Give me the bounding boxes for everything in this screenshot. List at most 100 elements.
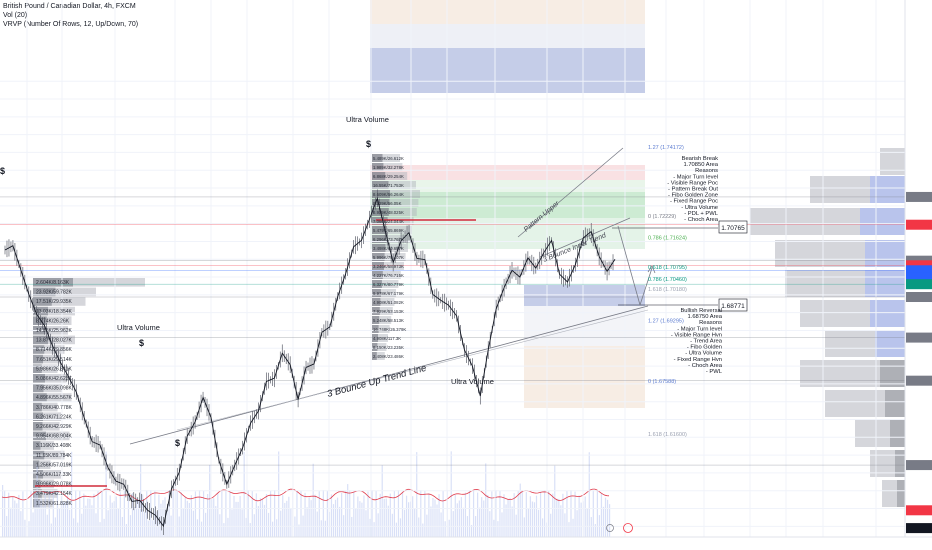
volume-bar <box>103 518 105 537</box>
time-axis-bg[interactable] <box>0 537 932 550</box>
volume-bar <box>574 491 576 537</box>
volume-bar <box>334 499 337 537</box>
volume-profile-bar <box>33 422 60 431</box>
visible-range-bar <box>775 240 865 267</box>
volume-profile-text: 4.506K/117.33K <box>36 472 72 478</box>
bearish-reason-line: - Visible Range Poc <box>667 180 718 186</box>
volume-profile-bar-up <box>33 393 47 402</box>
bearish-reason-line: Bearish Break <box>682 156 719 162</box>
volume-bar <box>324 520 326 537</box>
price-level-tag[interactable] <box>906 505 932 516</box>
volume-bar <box>58 508 61 537</box>
volume-bar <box>71 451 73 537</box>
volume-bar <box>509 497 511 537</box>
volume-bar <box>12 497 14 537</box>
price-callout-box[interactable] <box>718 220 748 234</box>
volume-profile-mid-bar <box>372 352 385 360</box>
volume-profile-bar <box>33 470 61 479</box>
volume-bar <box>312 463 314 537</box>
bullish-reason-line: - Visible Range Hvn <box>671 332 722 338</box>
price-level-tag[interactable] <box>906 191 932 202</box>
dividend-icon[interactable] <box>606 524 614 532</box>
volume-bar <box>30 490 32 537</box>
volume-bar <box>282 495 284 537</box>
volume-bar <box>511 506 513 537</box>
volume-bar <box>233 495 235 537</box>
volume-bar <box>135 497 138 537</box>
price-level-tag[interactable] <box>906 460 932 471</box>
volume-profile-text: 8.774K/26.26K <box>36 318 70 324</box>
price-level-tag[interactable] <box>906 523 932 534</box>
volume-bar <box>310 500 312 537</box>
volume-bar <box>127 490 130 537</box>
volume-profile-mid-text: 4.227K/76.715K <box>373 273 404 278</box>
trend-line-up[interactable] <box>129 305 649 445</box>
volume-bar <box>278 451 280 537</box>
volume-bar <box>602 506 605 537</box>
volume-bar <box>369 518 371 537</box>
volume-profile-mid-text: 3.246K/58.973K <box>373 264 404 269</box>
price-level-tag[interactable] <box>906 219 932 230</box>
vol-indicator-label[interactable]: Vol (20) <box>3 12 28 19</box>
volume-bar <box>263 504 266 537</box>
volume-bar <box>50 523 52 537</box>
price-series-line[interactable] <box>4 196 616 528</box>
volume-bar <box>422 523 424 537</box>
price-level-tag[interactable] <box>906 292 932 303</box>
price-level-tag[interactable] <box>906 272 932 283</box>
volume-bar <box>558 498 560 537</box>
dollar-marker: $ <box>175 438 180 448</box>
volume-profile-mid-bar <box>372 325 390 333</box>
volume-bar <box>186 500 188 537</box>
vrvp-indicator-label[interactable]: VRVP (Number Of Rows, 12, Up/Down, 70) <box>3 21 139 28</box>
volume-profile-text: 1.256K/57.019K <box>36 462 73 468</box>
volume-bar <box>40 497 42 537</box>
fib-label: 0 (1.67588) <box>648 379 676 385</box>
bullish-reason-line: Bullish Reversal <box>680 308 722 314</box>
volume-bar <box>259 498 262 537</box>
volume-bar <box>229 491 231 537</box>
volume-profile-mid-bar-up <box>372 343 378 351</box>
volume-profile-mid-bar-up <box>372 217 388 225</box>
volume-bar <box>349 490 351 537</box>
volume-profile-bar <box>33 306 75 316</box>
volume-profile-text: 7.651K/29.514K <box>36 357 73 363</box>
price-level-tag[interactable] <box>906 332 932 343</box>
bullish-reason-line: - Fibo Golden <box>687 345 722 351</box>
volume-bar <box>523 517 525 537</box>
volume-bar <box>209 464 211 537</box>
volume-bar <box>576 510 578 537</box>
volume-bar <box>14 500 16 537</box>
volume-bar <box>458 500 460 537</box>
dollar-marker: $ <box>139 338 144 348</box>
volume-profile-bar <box>33 335 75 345</box>
volume-bar <box>556 498 558 537</box>
event-icon[interactable] <box>623 523 633 533</box>
volume-bar <box>10 507 12 537</box>
volume-profile-mid-bar-up <box>372 253 385 261</box>
pattern-upper-line[interactable] <box>517 147 624 238</box>
volume-bar <box>594 524 596 537</box>
volume-bar <box>513 493 515 537</box>
price-level-tag[interactable] <box>906 265 932 276</box>
price-level-tag[interactable] <box>906 375 932 386</box>
volume-profile-text: 3.116K/33.408K <box>36 443 72 449</box>
volume-profile-mid-text: 9.978K/67.179K <box>373 291 404 296</box>
volume-bar <box>32 512 34 537</box>
volume-bar <box>117 508 119 537</box>
volume-profile-text: 7.956K/35.098K <box>36 386 73 392</box>
volume-profile-mid-text: 2.408K/23.486K <box>373 354 404 359</box>
volume-bar <box>150 490 152 537</box>
volume-bar <box>379 493 381 537</box>
volume-bar <box>456 503 458 537</box>
volume-profile-bar-up <box>33 364 42 373</box>
volume-profile-mid-bar-up <box>372 316 380 324</box>
volume-profile-bar-up <box>33 422 43 431</box>
volume-bar <box>318 491 320 537</box>
volume-bar <box>172 490 174 537</box>
volume-bar <box>257 506 259 537</box>
volume-bar <box>54 517 56 537</box>
price-level-tag[interactable] <box>906 279 932 290</box>
price-callout-box[interactable] <box>718 298 748 312</box>
